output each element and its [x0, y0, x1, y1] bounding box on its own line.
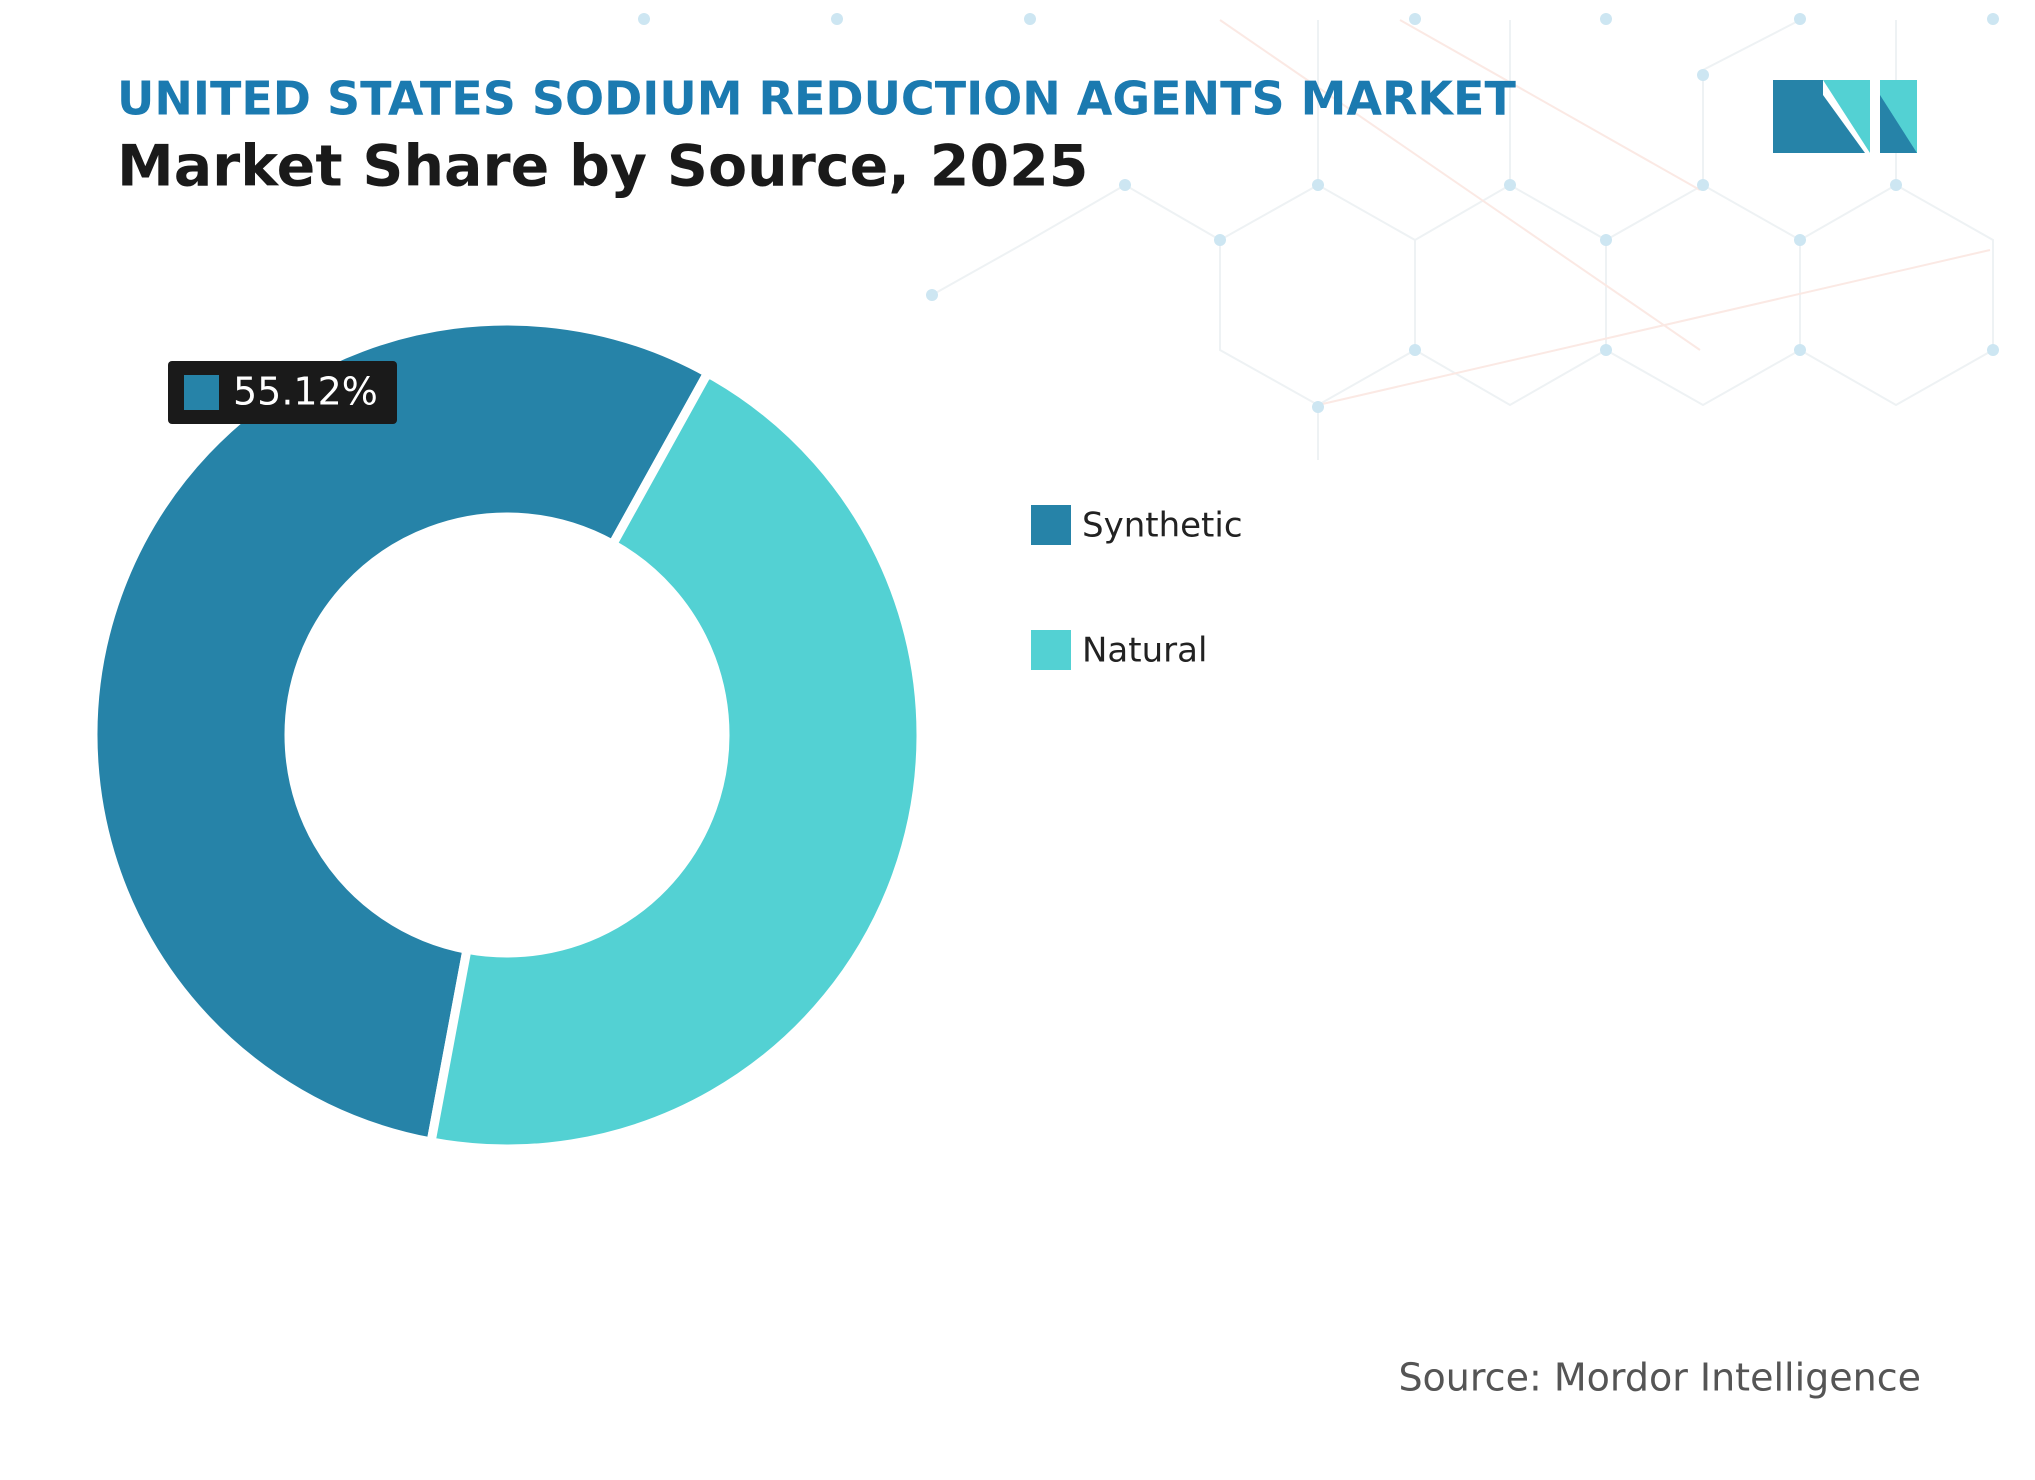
accent-lines: [1219, 19, 1991, 406]
data-label: 55.12%: [168, 361, 397, 424]
source: Source: Mordor Intelligence: [1398, 1356, 1921, 1400]
legend-label: Synthetic: [1082, 506, 1243, 546]
label-box: [168, 361, 397, 424]
data-label-text: 55.12%: [233, 370, 378, 414]
label-swatch: [184, 375, 219, 410]
background-pattern: [931, 19, 1994, 460]
donut: [88, 316, 926, 1154]
donut-slice: [425, 366, 926, 1154]
title: UNITED STATES SODIUM REDUCTION AGENTS MA…: [117, 72, 1516, 126]
legend-label: Natural: [1082, 631, 1207, 671]
data-labels: 55.12%: [168, 361, 397, 424]
subtitle: Market Share by Source, 2025: [117, 134, 1088, 200]
legend-swatch: [1031, 630, 1071, 670]
logo: [1773, 80, 1917, 153]
legend-swatch: [1031, 505, 1071, 545]
background-dots: [638, 13, 1999, 413]
legend: Synthetic Natural: [1031, 505, 1243, 671]
